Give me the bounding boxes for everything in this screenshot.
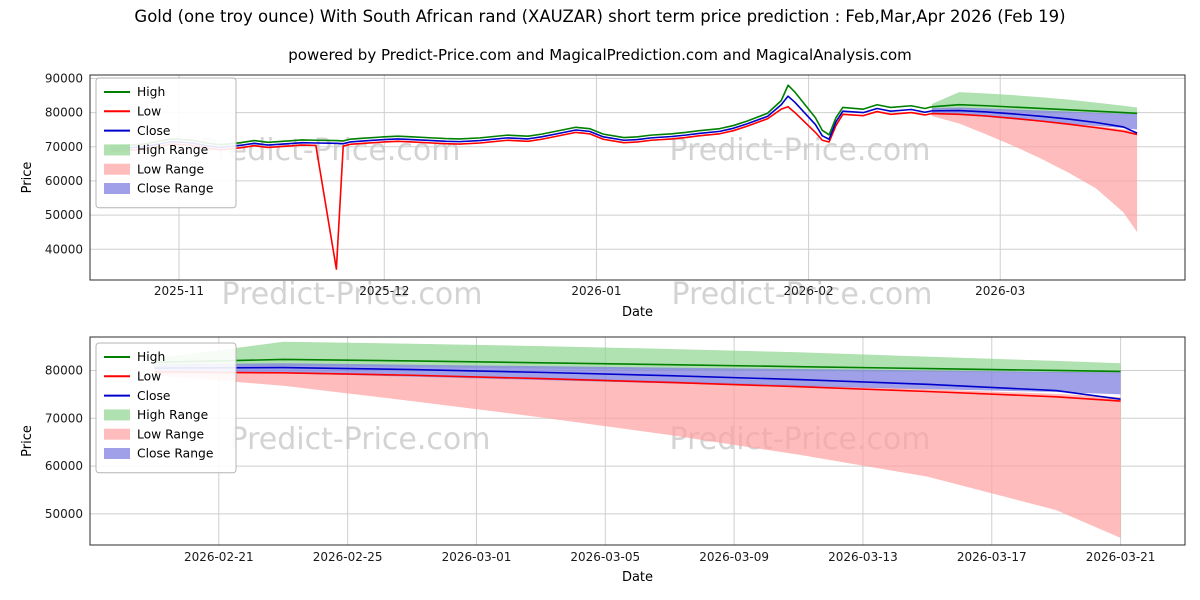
y-tick-label: 70000 [45, 140, 83, 154]
legend-label: Close Range [137, 447, 213, 461]
y-tick-label: 60000 [45, 459, 83, 473]
close-range-band [931, 107, 1138, 130]
legend-label: Low Range [137, 427, 204, 441]
series-low [154, 371, 1121, 402]
legend-label: Close [137, 124, 171, 138]
legend-box [95, 77, 237, 209]
legend: High Low Close High Range Low Range Close Ran… [95, 77, 237, 209]
y-tick-label: 80000 [45, 363, 83, 377]
plot-frame [89, 74, 1186, 281]
legend-label: High [137, 350, 165, 364]
y-tick-label: 60000 [45, 174, 83, 188]
legend-label: High Range [137, 143, 208, 157]
series-close [110, 95, 1138, 150]
x-tick-label: 2026-01 [571, 284, 621, 298]
y-tick-label: 80000 [45, 106, 83, 120]
legend-close_range-swatch [104, 183, 130, 194]
y-tick-label: 90000 [45, 71, 83, 85]
watermark: Predict-Price.com [672, 277, 933, 312]
close-range-band [154, 363, 1121, 395]
y-tick-label: 40000 [45, 242, 83, 256]
legend-box [95, 342, 237, 474]
watermark: Predict-Price.com [200, 133, 461, 168]
page-subtitle: powered by Predict-Price.com and Magical… [288, 46, 912, 64]
x-tick-label: 2026-02-25 [313, 550, 383, 564]
low-range-band [154, 370, 1121, 538]
legend-label: High Range [137, 408, 208, 422]
y-axis-label: Price [20, 425, 35, 457]
legend-label: Close Range [137, 182, 213, 196]
x-tick-label: 2026-02-21 [184, 550, 254, 564]
series-close [154, 366, 1121, 400]
legend-low_range-swatch [104, 163, 130, 175]
watermark: Predict-Price.com [670, 133, 931, 168]
page-title: Gold (one troy ounce) With South African… [134, 7, 1066, 26]
legend-close_range-swatch [104, 448, 130, 459]
x-tick-label: 2026-03-09 [699, 550, 769, 564]
legend-high_range-swatch [104, 144, 130, 156]
y-axis-label: Price [20, 162, 35, 194]
x-tick-label: 2026-03-17 [957, 550, 1027, 564]
x-tick-label: 2025-12 [359, 284, 409, 298]
price-history-chart: Predict-Price.com Predict-Price.com Predic… [20, 71, 1186, 320]
legend-high_range-swatch [104, 409, 130, 421]
series-high [154, 358, 1121, 373]
forecast-detail-chart: Predict-Price.comPredict-Price.com500006… [20, 336, 1186, 585]
x-tick-label: 2026-03-13 [828, 550, 898, 564]
plot-frame [89, 336, 1186, 546]
legend-label: Low [137, 105, 161, 119]
tick-labels: 40000 50000 60000 70000 80000 90000 2025-11 202… [45, 71, 1025, 298]
low-range-band [931, 112, 1138, 233]
x-axis-label: Date [622, 305, 653, 320]
x-tick-label: 2026-03-05 [570, 550, 640, 564]
x-tick-label: 2026-03-01 [442, 550, 512, 564]
x-tick-label: 2026-03 [975, 284, 1025, 298]
watermark: Predict-Price.com [230, 422, 491, 457]
legend-label: High [137, 85, 165, 99]
y-tick-label: 70000 [45, 411, 83, 425]
series-high [110, 84, 1138, 147]
legend-low_range-swatch [104, 428, 130, 440]
legend-label: Low Range [137, 162, 204, 176]
legend-label: Close [137, 389, 171, 403]
x-tick-label: 2026-02 [784, 284, 834, 298]
legend: High Low Close High Range Low Range Close Ran… [95, 342, 237, 474]
series-low [110, 105, 1138, 270]
x-tick-label: 2026-03-21 [1086, 550, 1156, 564]
x-tick-label: 2025-11 [154, 284, 204, 298]
x-axis-label: Date [622, 570, 653, 585]
watermark: Predict-Price.com [222, 277, 483, 312]
tick-labels: 50000 60000 70000 80000 2026-02-21 2026-02-25… [45, 363, 1156, 564]
legend-label: Low [137, 370, 161, 384]
y-tick-label: 50000 [45, 208, 83, 222]
y-tick-label: 50000 [45, 507, 83, 521]
